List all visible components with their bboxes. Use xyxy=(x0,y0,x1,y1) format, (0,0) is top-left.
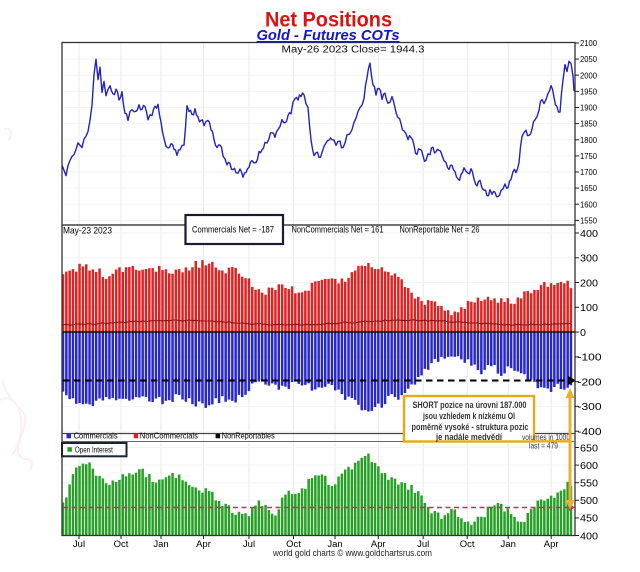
svg-text:2050: 2050 xyxy=(580,54,597,64)
svg-text:2100: 2100 xyxy=(580,38,597,48)
svg-text:2000: 2000 xyxy=(580,70,597,80)
svg-text:Jul: Jul xyxy=(417,539,429,550)
svg-text:1950: 1950 xyxy=(580,86,597,96)
svg-text:200: 200 xyxy=(580,277,598,289)
svg-text:400: 400 xyxy=(580,530,598,542)
svg-text:NonCommercials: NonCommercials xyxy=(140,430,198,440)
svg-text:1850: 1850 xyxy=(580,119,597,129)
svg-text:Jul: Jul xyxy=(73,539,85,550)
svg-text:SHORT pozice na úrovni 187.000: SHORT pozice na úrovni 187.000 xyxy=(413,400,527,411)
svg-text:poměrně vysoké - struktura poz: poměrně vysoké - struktura pozic xyxy=(412,422,529,433)
svg-text:1700: 1700 xyxy=(580,167,597,177)
svg-text:300: 300 xyxy=(580,253,598,265)
svg-text:1550: 1550 xyxy=(580,215,597,225)
svg-text:Apr: Apr xyxy=(371,539,386,550)
svg-text:450: 450 xyxy=(580,513,598,525)
svg-text:Net Positions: Net Positions xyxy=(265,9,392,32)
svg-text:650: 650 xyxy=(580,442,598,454)
svg-text:NonReportables: NonReportables xyxy=(222,430,275,440)
svg-text:Oct: Oct xyxy=(286,539,301,550)
svg-text:Open Interest: Open Interest xyxy=(75,444,113,454)
svg-text:1900: 1900 xyxy=(580,103,597,113)
svg-text:je nadále medvědí: je nadále medvědí xyxy=(435,432,502,443)
svg-text:1650: 1650 xyxy=(580,183,597,193)
svg-text:Jan: Jan xyxy=(153,539,168,550)
svg-text:NonCommercials Net = 161: NonCommercials Net = 161 xyxy=(292,225,384,235)
svg-text:Commercials: Commercials xyxy=(74,430,118,440)
svg-text:Oct: Oct xyxy=(460,539,475,550)
svg-text:-200: -200 xyxy=(578,376,602,388)
svg-text:jsou vzhledem k nízkému OI: jsou vzhledem k nízkému OI xyxy=(422,411,515,422)
svg-text:Apr: Apr xyxy=(196,539,211,550)
svg-text:Commercials Net = -187: Commercials Net = -187 xyxy=(192,225,274,235)
svg-text:Apr: Apr xyxy=(544,539,559,550)
svg-text:-100: -100 xyxy=(578,352,602,364)
svg-text:100: 100 xyxy=(580,302,598,314)
svg-text:1800: 1800 xyxy=(580,135,597,145)
svg-text:500: 500 xyxy=(580,495,598,507)
svg-text:May-26 2023 Close= 1944.3: May-26 2023 Close= 1944.3 xyxy=(282,45,425,56)
svg-text:600: 600 xyxy=(580,460,598,472)
svg-text:world gold charts © www.goldch: world gold charts © www.goldchartsrus.co… xyxy=(272,548,432,558)
svg-text:Jan: Jan xyxy=(501,539,516,550)
svg-text:Oct: Oct xyxy=(114,539,129,550)
svg-text:Jul: Jul xyxy=(243,539,255,550)
svg-text:last = 479: last = 479 xyxy=(529,441,558,451)
svg-text:Jan: Jan xyxy=(327,539,342,550)
svg-text:1750: 1750 xyxy=(580,151,597,161)
svg-text:1600: 1600 xyxy=(580,199,597,209)
svg-text:Gold - Futures COTs: Gold - Futures COTs xyxy=(257,27,400,44)
svg-text:NonReportable Net = 26: NonReportable Net = 26 xyxy=(400,225,480,235)
svg-text:volumes in 1000: volumes in 1000 xyxy=(522,432,570,442)
svg-text:May-23 2023: May-23 2023 xyxy=(63,226,112,236)
svg-text:-400: -400 xyxy=(578,426,602,438)
svg-text:0: 0 xyxy=(580,327,586,339)
svg-text:-300: -300 xyxy=(578,401,602,413)
svg-text:550: 550 xyxy=(580,478,598,490)
svg-text:400: 400 xyxy=(580,228,598,240)
